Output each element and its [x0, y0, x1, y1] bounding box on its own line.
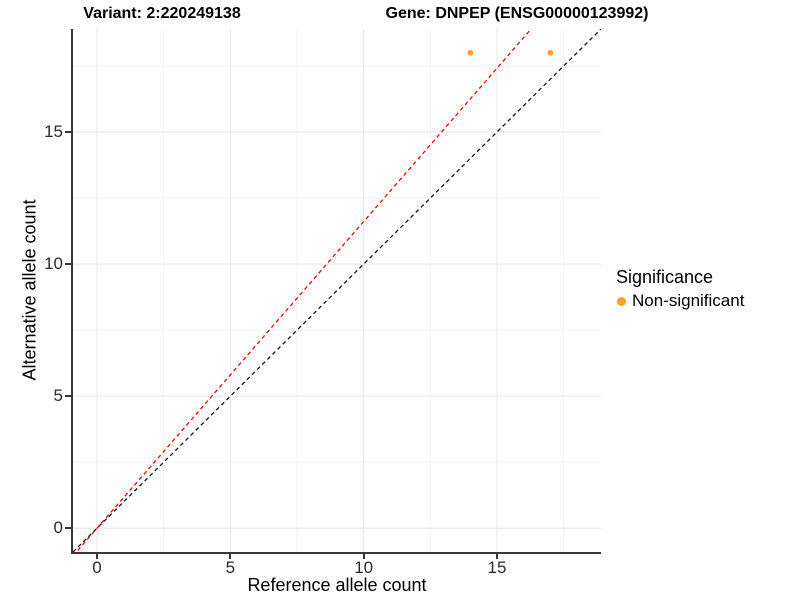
x-tick-label: 15	[487, 558, 507, 577]
legend-items: Non-significant	[616, 291, 744, 311]
x-tick-label: 0	[92, 558, 102, 577]
legend-item: Non-significant	[616, 291, 744, 311]
data-point	[467, 49, 474, 56]
x-tick-label: 5	[225, 558, 236, 577]
legend-key-dot-icon	[617, 296, 626, 306]
x-axis-title: Reference allele count	[247, 575, 427, 595]
y-tick-mark	[65, 395, 71, 398]
x-tick-mark	[229, 554, 232, 559]
y-tick-label: 0	[53, 518, 63, 538]
x-tick-label: 10	[354, 558, 374, 577]
gene-title: Gene: DNPEP (ENSG00000123992)	[385, 5, 649, 22]
allelic-ratio-line	[75, 29, 532, 552]
x-axis-line	[71, 552, 601, 554]
legend: Significance Non-significant	[616, 267, 744, 311]
y-tick-mark	[65, 263, 71, 266]
y-axis-line	[71, 29, 73, 554]
legend-item-label: Non-significant	[632, 291, 745, 310]
data-point	[547, 49, 554, 56]
y-tick-mark	[65, 527, 71, 530]
y-tick-label: 15	[44, 122, 63, 141]
y-tick-label: 5	[53, 386, 63, 406]
x-tick-mark	[496, 554, 498, 559]
plot-area	[73, 29, 601, 552]
y-tick-mark	[65, 131, 71, 133]
x-tick-mark	[362, 554, 365, 559]
identity-line	[73, 29, 601, 552]
x-tick-mark	[96, 554, 98, 559]
variant-title: Variant: 2:220249138	[83, 5, 241, 22]
legend-title: Significance	[616, 267, 714, 287]
y-axis-title: Alternative allele count	[19, 199, 40, 381]
y-tick-label: 10	[44, 254, 63, 274]
